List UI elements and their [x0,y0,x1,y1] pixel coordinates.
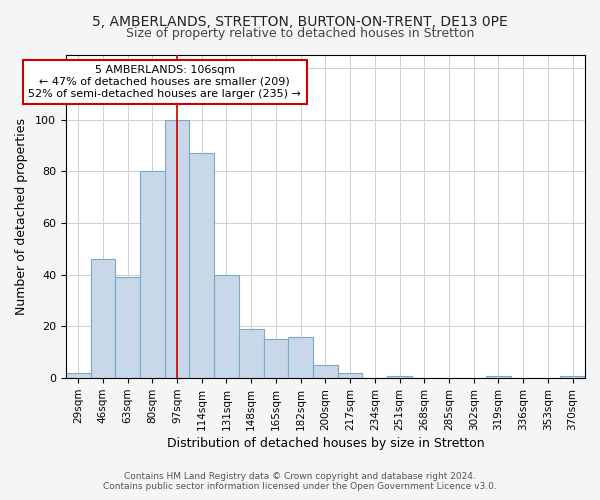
Bar [239,329,263,378]
Bar [164,120,190,378]
Text: 5, AMBERLANDS, STRETTON, BURTON-ON-TRENT, DE13 0PE: 5, AMBERLANDS, STRETTON, BURTON-ON-TRENT… [92,15,508,29]
Bar [263,340,289,378]
Bar [91,260,115,378]
Bar [115,278,140,378]
Bar [338,373,362,378]
Text: Contains HM Land Registry data © Crown copyright and database right 2024.
Contai: Contains HM Land Registry data © Crown c… [103,472,497,491]
Text: Size of property relative to detached houses in Stretton: Size of property relative to detached ho… [126,28,474,40]
Bar [214,275,239,378]
Bar [313,366,338,378]
Text: 5 AMBERLANDS: 106sqm
← 47% of detached houses are smaller (209)
52% of semi-deta: 5 AMBERLANDS: 106sqm ← 47% of detached h… [28,66,301,98]
Bar [387,376,412,378]
X-axis label: Distribution of detached houses by size in Stretton: Distribution of detached houses by size … [167,437,484,450]
Y-axis label: Number of detached properties: Number of detached properties [15,118,28,315]
Bar [289,337,313,378]
Bar [560,376,585,378]
Bar [66,373,91,378]
Bar [140,172,164,378]
Bar [486,376,511,378]
Bar [190,154,214,378]
